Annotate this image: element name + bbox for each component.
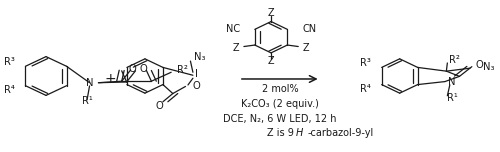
Text: CN: CN bbox=[302, 24, 316, 34]
Text: I: I bbox=[196, 69, 198, 79]
Text: R¹: R¹ bbox=[82, 96, 92, 106]
Text: R⁴: R⁴ bbox=[360, 84, 371, 94]
Text: Z is 9: Z is 9 bbox=[266, 128, 293, 138]
Text: -carbazol-9-yl: -carbazol-9-yl bbox=[308, 128, 374, 138]
Text: R²: R² bbox=[176, 66, 188, 76]
Text: R³: R³ bbox=[4, 57, 15, 67]
Text: Z: Z bbox=[232, 43, 239, 53]
Text: NC: NC bbox=[226, 24, 240, 34]
Text: N: N bbox=[448, 77, 456, 87]
Text: O: O bbox=[193, 81, 200, 91]
Text: O: O bbox=[155, 101, 163, 111]
Text: N: N bbox=[86, 78, 94, 88]
Text: O: O bbox=[128, 64, 136, 74]
Text: DCE, N₂, 6 W LED, 12 h: DCE, N₂, 6 W LED, 12 h bbox=[223, 114, 336, 124]
Text: N₃: N₃ bbox=[194, 52, 206, 62]
Text: H: H bbox=[296, 128, 303, 138]
Text: +: + bbox=[104, 72, 116, 86]
Text: R³: R³ bbox=[360, 58, 371, 68]
Text: K₂CO₃ (2 equiv.): K₂CO₃ (2 equiv.) bbox=[241, 99, 319, 109]
Text: Z: Z bbox=[268, 56, 274, 66]
Text: O: O bbox=[140, 64, 147, 74]
Text: Z: Z bbox=[303, 43, 310, 53]
Text: R²: R² bbox=[449, 55, 460, 64]
Text: 2 mol%: 2 mol% bbox=[262, 84, 298, 94]
Text: Z: Z bbox=[268, 8, 274, 18]
Text: R⁴: R⁴ bbox=[4, 85, 15, 95]
Text: O: O bbox=[476, 60, 484, 70]
Text: N₃: N₃ bbox=[483, 62, 494, 72]
Text: R¹: R¹ bbox=[447, 93, 458, 103]
